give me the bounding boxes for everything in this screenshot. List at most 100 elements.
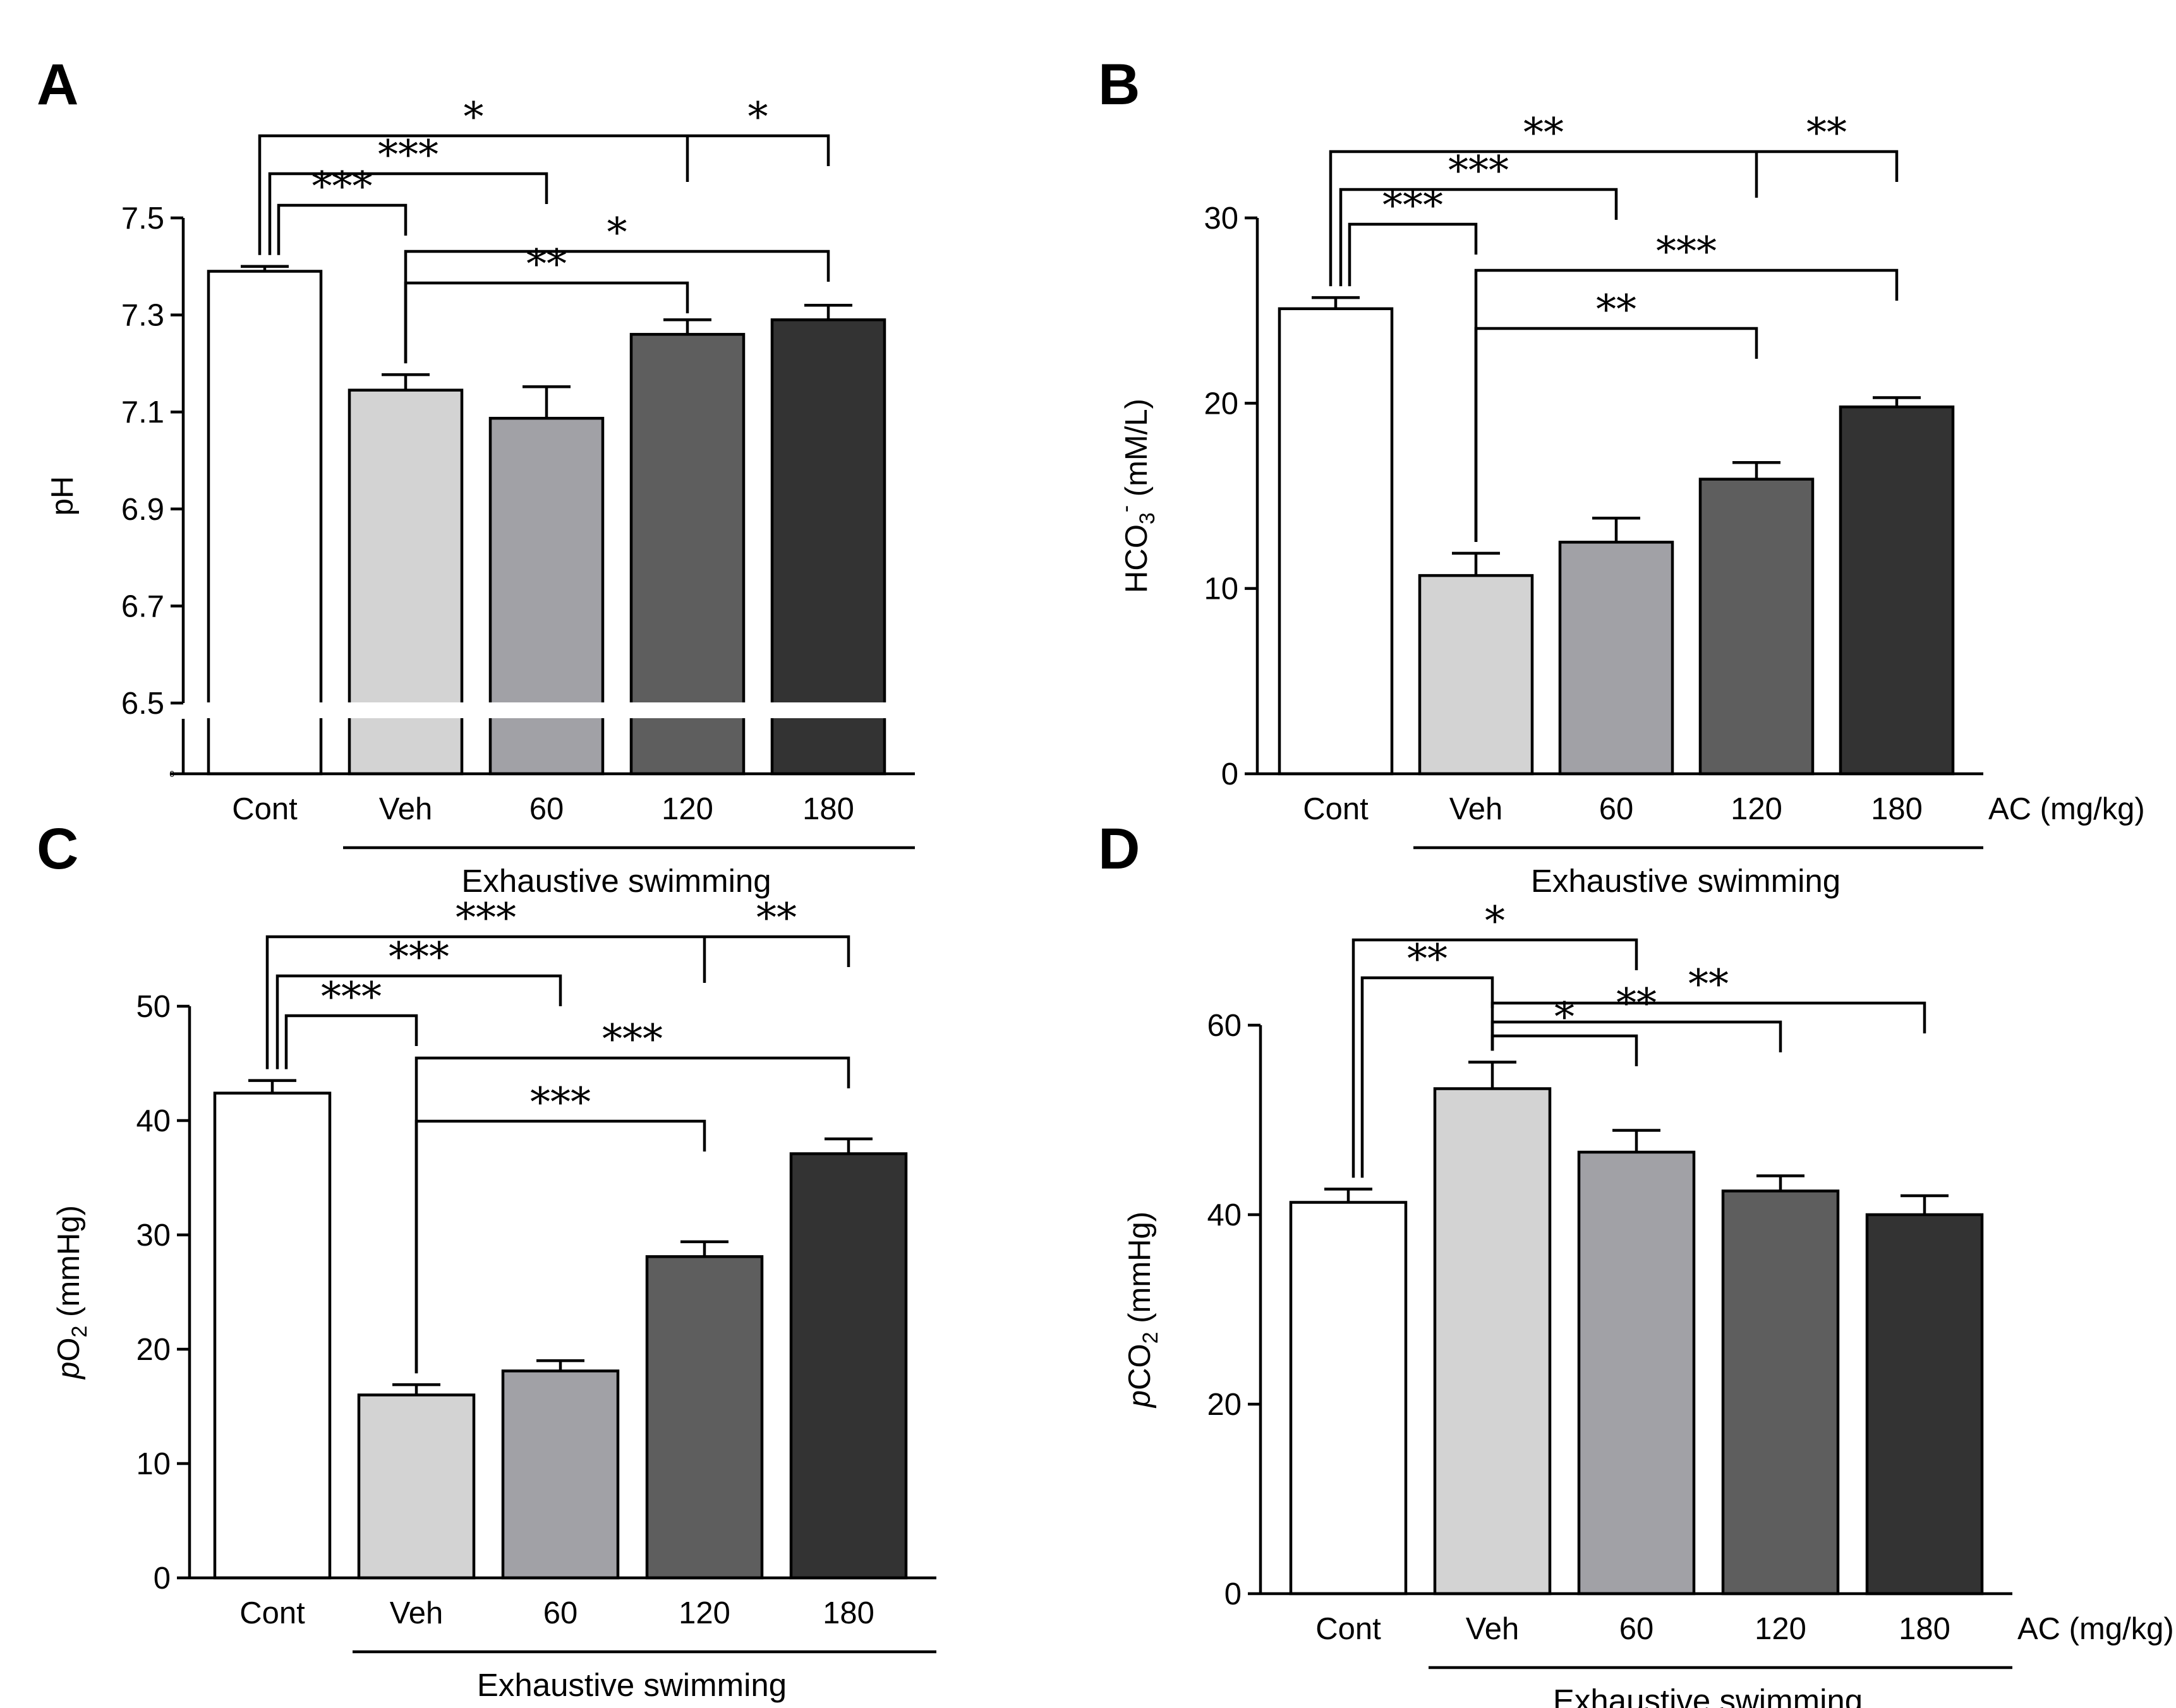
significance-bracket: *** [268,132,548,255]
x-tick-label: 120 [1755,1612,1806,1646]
x-tick-label: 180 [802,792,854,826]
y-tick-label: 50 [136,990,171,1024]
y-tick-label: 7.5 [121,201,164,236]
bracket-line [404,250,830,364]
y-tick-label: 7.1 [121,395,164,430]
y-tick-label: 20 [136,1333,171,1367]
y-tick-label: 10 [136,1447,171,1481]
bar-cont [213,1092,332,1580]
group-label: Exhaustive swimming [1553,1683,1863,1708]
bar-120 [1721,1189,1840,1596]
significance-bracket: * [404,210,830,364]
y-tick-label: 60 [1207,1009,1242,1043]
significance-bracket: ** [258,94,830,255]
bar-60 [501,1369,620,1580]
bar-60 [1577,1150,1696,1596]
units-label: AC (mg/kg) [2017,1612,2174,1646]
x-tick-label: Cont [239,1596,305,1630]
x-tick-label: Veh [379,792,432,826]
x-tick-label: 180 [823,1596,874,1630]
bar-180 [1865,1213,1984,1596]
bracket-line [1360,976,1494,1178]
significance-bracket: ** [404,241,689,364]
x-tick-label: Cont [232,792,298,826]
y-tick-label: 40 [1207,1198,1242,1232]
bracket-line [284,1014,418,1069]
significance-label: *** [321,974,382,1021]
significance-label: ** [1806,110,1847,157]
significance-label: * [607,210,627,256]
significance-bracket: *** [1348,183,1478,287]
y-tick-label: 30 [136,1218,171,1253]
significance-label: *** [378,132,438,179]
significance-label: *** [1656,229,1717,275]
panel-letter: D [1098,817,1140,881]
y-axis-title-part: HCO [1120,524,1154,593]
units-label: AC (mg/kg) [1988,792,2145,826]
panel-c: C 0 10 20 30 40 50 Cont Veh 60 120 180 Exhaustive sw… [37,817,936,1703]
y-axis-title-part: - [1114,505,1138,512]
y-axis-title-part: 2 [1139,1332,1163,1344]
bar-120 [1698,478,1815,776]
y-tick-label: 7.3 [121,299,164,333]
y-tick-label: 0 [154,1561,171,1596]
x-tick-label: 120 [1731,792,1782,826]
x-tick-label: 60 [1619,1612,1654,1646]
bracket-line [277,203,408,255]
group-label: Exhaustive swimming [1531,863,1841,899]
bracket-line [414,1056,850,1374]
group-label: Exhaustive swimming [477,1667,787,1703]
significance-label: ** [1523,110,1564,157]
x-tick-label: 60 [529,792,564,826]
group-label: Exhaustive swimming [461,863,771,899]
y-tick-label: 10 [1204,572,1238,606]
panel-b: B 0 10 20 30 Cont Veh 60 120 180 AC (mg/kg) Exhaust… [1098,52,2145,899]
significance-label: *** [602,1016,663,1063]
y-axis-title: HCO3- (mM/L) [1114,399,1159,593]
significance-label: *** [312,164,373,210]
x-tick-label: Veh [390,1596,443,1630]
significance-label: *** [530,1080,591,1126]
x-tick-label: Cont [1315,1612,1381,1646]
significance-bracket: *** [1339,148,1618,287]
bracket-line [1348,222,1478,287]
y-tick-label: 0 [1224,1577,1242,1611]
significance-bracket: ** [1490,961,1926,1051]
bar-120 [629,333,746,776]
y-tick-label: 0 [1221,757,1238,791]
bracket-line [1474,268,1899,542]
bracket-line [268,172,548,255]
significance-bracket: *** [1474,229,1899,542]
y-axis-title-part: p [1123,1390,1157,1409]
y-axis-title: pO2 (mmHg) [52,1205,92,1380]
significance-label: *** [1448,148,1509,195]
bar-180 [1839,405,1955,776]
y-axis-title-part: CO [1123,1344,1157,1390]
significance-bracket: *** [284,974,418,1069]
significance-bracket: ** ** [1329,110,1899,287]
axis-break [164,702,919,718]
bar-cont [1278,307,1394,776]
bar-120 [645,1255,764,1580]
bar-veh [357,1393,476,1580]
bar-180 [789,1152,908,1580]
y-axis-title: pH [45,476,80,516]
y-tick-label: 0 [169,769,174,779]
significance-label: * [1554,994,1575,1041]
bar-60 [1558,541,1674,776]
y-tick-label: 20 [1204,387,1238,421]
panel-letter: B [1098,52,1140,117]
significance-bracket: *** [275,934,562,1069]
significance-label: ** [1596,287,1636,334]
x-tick-label: Veh [1449,792,1502,826]
significance-bracket: ** [1360,936,1494,1178]
significance-label: *** [389,934,449,981]
bracket-line [258,134,830,255]
significance-label: ** [1407,936,1448,983]
significance-label: * [748,94,768,141]
significance-label: ** [1688,961,1729,1008]
bracket-line [1351,938,1638,1178]
bracket-line [275,974,562,1069]
y-axis-title-part: (mM/L) [1120,399,1154,505]
